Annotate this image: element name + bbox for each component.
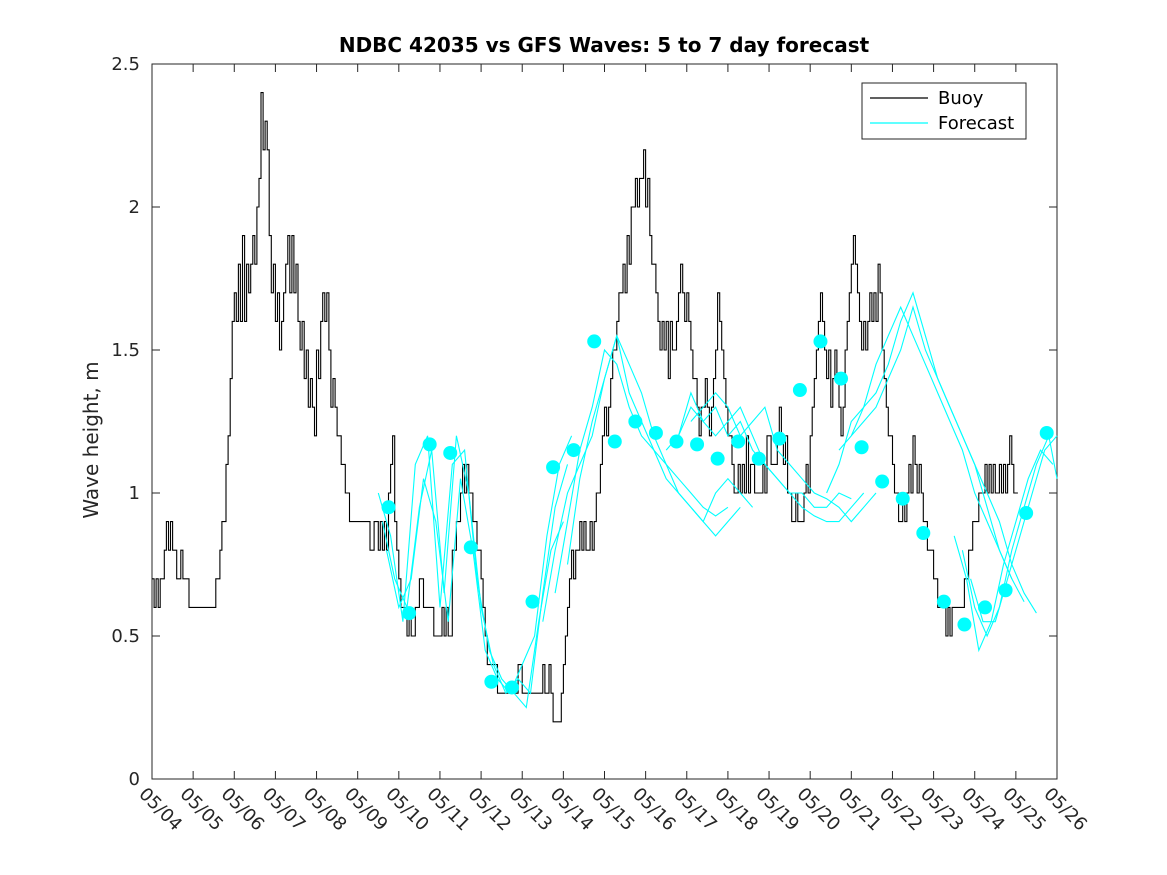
forecast-marker [566, 443, 581, 458]
forecast-series-line [961, 433, 1058, 638]
forecast-series-line [677, 391, 865, 523]
buoy-series-line [152, 92, 1018, 723]
forecast-marker [978, 600, 993, 615]
forecast-marker [936, 594, 951, 609]
forecast-marker [484, 674, 499, 689]
forecast-marker [772, 431, 787, 446]
forecast-marker [710, 451, 725, 466]
forecast-marker [1039, 425, 1054, 440]
chart-title: NDBC 42035 vs GFS Waves: 5 to 7 day fore… [339, 33, 870, 57]
forecast-series-line [838, 291, 1025, 602]
legend-entry: Forecast [938, 113, 1014, 134]
y-tick-label: 2 [129, 197, 140, 218]
y-tick-label: 1.5 [111, 340, 140, 361]
y-tick-label: 2.5 [111, 54, 140, 75]
forecast-marker [834, 371, 849, 386]
forecast-marker [895, 491, 910, 506]
forecast-marker [998, 583, 1013, 598]
forecast-series-line [953, 449, 1054, 653]
forecast-marker [587, 334, 602, 349]
forecast-marker [751, 451, 766, 466]
legend-entry: Buoy [938, 88, 984, 109]
y-tick-label: 0 [129, 769, 140, 790]
forecast-marker [731, 434, 746, 449]
forecast-series-line [385, 435, 573, 695]
forecast-marker [422, 437, 437, 452]
forecast-series-line [970, 435, 1058, 623]
legend-box [861, 82, 1027, 140]
forecast-marker [792, 383, 807, 398]
forecast-marker [648, 425, 663, 440]
forecast-marker [957, 617, 972, 632]
forecast-marker [854, 440, 869, 455]
forecast-marker [875, 474, 890, 489]
forecast-marker [607, 434, 622, 449]
forecast-marker [463, 540, 478, 555]
forecast-marker [813, 334, 828, 349]
forecast-series-line [542, 334, 729, 622]
forecast-marker [690, 437, 705, 452]
forecast-marker [443, 445, 458, 460]
forecast-marker [916, 526, 931, 541]
forecast-marker [669, 434, 684, 449]
forecast-marker [525, 594, 540, 609]
forecast-marker [381, 500, 396, 515]
y-tick-label: 0.5 [111, 626, 140, 647]
forecast-series-line [566, 335, 754, 565]
y-tick-label: 1 [129, 483, 140, 504]
forecast-marker [504, 680, 519, 695]
forecast-series-line [690, 392, 877, 523]
forecast-marker [1019, 506, 1034, 521]
forecast-marker [402, 606, 417, 621]
y-axis-label: Wave height, m [79, 361, 103, 518]
forecast-series-line [850, 305, 1037, 614]
forecast-marker [546, 460, 561, 475]
forecast-series-line [826, 305, 1013, 580]
forecast-marker [628, 414, 643, 429]
forecast-series-line [554, 348, 741, 594]
